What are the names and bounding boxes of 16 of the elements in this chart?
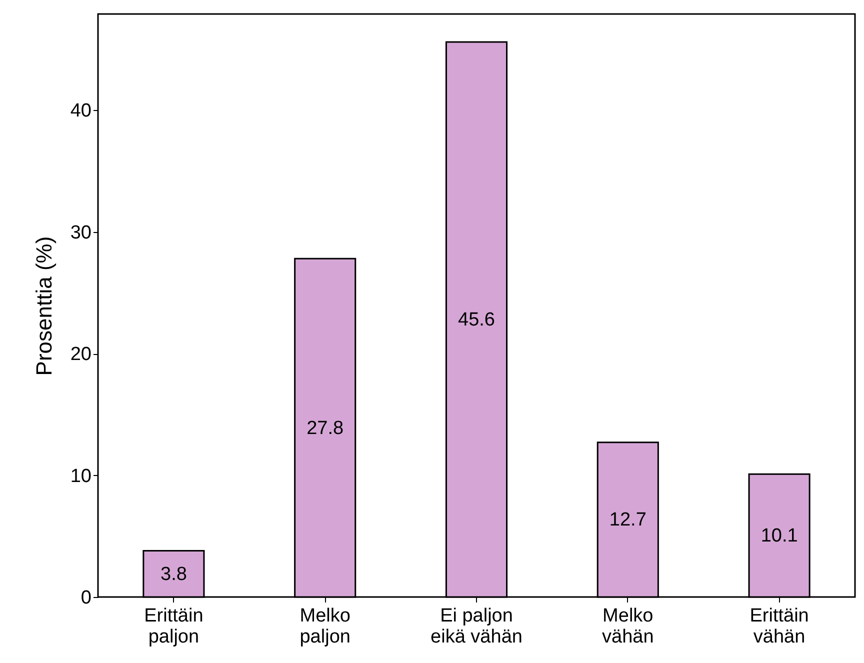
y-tick-label: 30	[70, 222, 92, 244]
y-tick-label: 20	[70, 344, 92, 366]
x-tick-label: Melko paljon	[300, 606, 350, 648]
y-tick-label: 0	[80, 588, 92, 608]
y-axis-title: Prosenttia (%)	[31, 236, 56, 376]
x-tick-label: Melko vähän	[602, 606, 654, 648]
x-tick-label: Erittäin paljon	[144, 606, 204, 648]
data-label: 27.8	[306, 418, 344, 439]
x-tick-label: Ei paljon eikä vähän	[430, 606, 522, 648]
data-label: 12.7	[609, 510, 646, 531]
data-label: 10.1	[760, 526, 798, 547]
data-label: 45.6	[458, 309, 495, 330]
x-tick-label: Erittäin vähän	[750, 606, 809, 648]
y-tick-label: 10	[70, 466, 92, 487]
data-label: 3.8	[160, 564, 187, 585]
y-tick-label: 40	[70, 100, 92, 122]
